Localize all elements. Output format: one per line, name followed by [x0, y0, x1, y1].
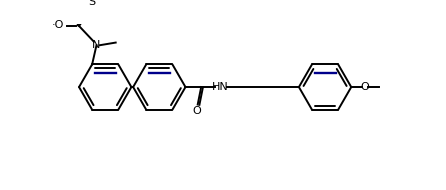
Text: O: O — [361, 82, 370, 92]
Text: HN: HN — [212, 82, 229, 92]
Text: N: N — [92, 40, 101, 50]
Text: S: S — [89, 0, 96, 7]
Text: O: O — [193, 106, 201, 116]
Text: ·O: ·O — [52, 20, 64, 30]
